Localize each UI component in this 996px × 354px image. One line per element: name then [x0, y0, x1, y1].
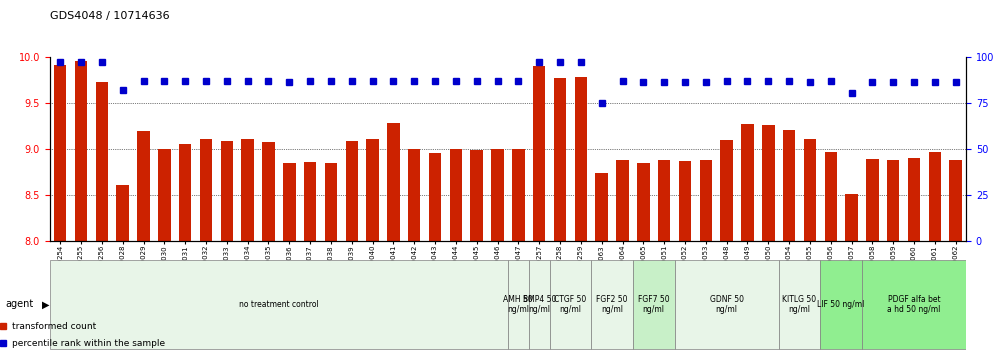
Bar	[200, 138, 212, 241]
Bar	[846, 194, 858, 241]
Bar	[137, 131, 149, 241]
Bar	[678, 161, 691, 241]
Bar	[241, 138, 254, 241]
FancyBboxPatch shape	[508, 260, 529, 349]
FancyBboxPatch shape	[632, 260, 674, 349]
Bar	[658, 160, 670, 241]
Bar	[554, 78, 567, 241]
Bar	[887, 160, 899, 241]
Bar	[762, 125, 775, 241]
Bar	[512, 149, 525, 241]
FancyBboxPatch shape	[50, 260, 508, 349]
Text: GDS4048 / 10714636: GDS4048 / 10714636	[50, 11, 169, 21]
Bar	[387, 123, 399, 241]
FancyBboxPatch shape	[550, 260, 592, 349]
Text: percentile rank within the sample: percentile rank within the sample	[12, 339, 165, 348]
Bar	[117, 185, 128, 241]
Bar	[720, 141, 733, 241]
Bar	[220, 141, 233, 241]
Bar	[637, 164, 649, 241]
Text: AMH 50
ng/ml: AMH 50 ng/ml	[504, 295, 533, 314]
Text: transformed count: transformed count	[12, 322, 97, 331]
FancyBboxPatch shape	[674, 260, 779, 349]
Bar	[96, 82, 109, 241]
Bar	[54, 65, 67, 241]
FancyBboxPatch shape	[592, 260, 632, 349]
Bar	[304, 162, 317, 241]
Text: PDGF alfa bet
a hd 50 ng/ml: PDGF alfa bet a hd 50 ng/ml	[887, 295, 941, 314]
Bar	[325, 164, 338, 241]
Bar	[283, 164, 296, 241]
Bar	[825, 152, 837, 241]
Bar	[949, 160, 962, 241]
FancyBboxPatch shape	[779, 260, 821, 349]
Text: GDNF 50
ng/ml: GDNF 50 ng/ml	[709, 295, 744, 314]
Bar	[596, 173, 608, 241]
Text: agent: agent	[5, 299, 33, 309]
Bar	[429, 153, 441, 241]
Bar	[699, 160, 712, 241]
Bar	[262, 142, 275, 241]
FancyBboxPatch shape	[529, 260, 550, 349]
Bar	[75, 61, 88, 241]
Bar	[470, 150, 483, 241]
Bar	[346, 141, 358, 241]
Text: FGF7 50
ng/ml: FGF7 50 ng/ml	[637, 295, 669, 314]
Bar	[867, 159, 878, 241]
Bar	[783, 130, 796, 241]
Bar	[741, 124, 754, 241]
Bar	[449, 149, 462, 241]
Text: KITLG 50
ng/ml: KITLG 50 ng/ml	[783, 295, 817, 314]
FancyBboxPatch shape	[862, 260, 966, 349]
Bar	[907, 158, 920, 241]
Text: LIF 50 ng/ml: LIF 50 ng/ml	[818, 300, 865, 309]
Bar	[804, 139, 816, 241]
Text: ▶: ▶	[42, 299, 50, 309]
Bar	[367, 139, 378, 241]
Bar	[408, 149, 420, 241]
FancyBboxPatch shape	[821, 260, 862, 349]
Bar	[179, 144, 191, 241]
Text: BMP4 50
ng/ml: BMP4 50 ng/ml	[523, 295, 556, 314]
Bar	[928, 152, 941, 241]
Bar	[158, 149, 170, 241]
Bar	[533, 66, 546, 241]
Text: FGF2 50
ng/ml: FGF2 50 ng/ml	[597, 295, 627, 314]
Bar	[617, 160, 628, 241]
Text: no treatment control: no treatment control	[239, 300, 319, 309]
Bar	[491, 149, 504, 241]
Text: CTGF 50
ng/ml: CTGF 50 ng/ml	[555, 295, 587, 314]
Bar	[575, 77, 587, 241]
